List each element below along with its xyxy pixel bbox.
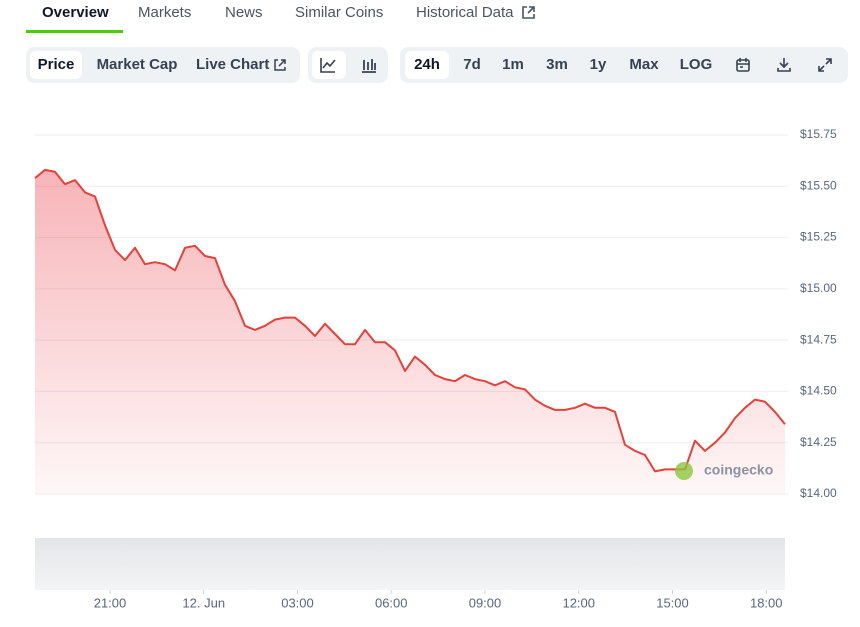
tab[interactable]: News xyxy=(225,4,263,21)
tab[interactable]: Markets xyxy=(138,4,192,21)
range-button[interactable]: Max xyxy=(629,56,659,73)
range-button[interactable]: 3m xyxy=(546,56,568,73)
x-tick-label: 12:00 xyxy=(562,595,595,610)
candle-icon[interactable] xyxy=(361,57,377,73)
area-fill xyxy=(35,169,785,494)
tab[interactable]: Similar Coins xyxy=(295,4,384,21)
line-icon xyxy=(320,58,336,73)
y-tick-label: $15.25 xyxy=(800,230,837,244)
y-tick-label: $14.00 xyxy=(800,486,837,500)
x-tick-label: 03:00 xyxy=(281,595,314,610)
range-button[interactable]: 24h xyxy=(405,51,449,79)
watermark: coingecko xyxy=(704,462,773,478)
x-tick-label: 21:00 xyxy=(94,595,127,610)
external-icon xyxy=(274,59,286,71)
range-button[interactable]: 7d xyxy=(463,56,481,73)
download-icon[interactable] xyxy=(776,57,792,73)
volume-band xyxy=(35,538,785,590)
range-button[interactable]: 1m xyxy=(502,56,524,73)
x-tick-label: 06:00 xyxy=(375,595,408,610)
mode-button[interactable]: Market Cap xyxy=(96,56,178,73)
tab[interactable]: Overview xyxy=(42,4,109,21)
tab[interactable]: Historical Data xyxy=(416,4,514,21)
y-tick-label: $15.75 xyxy=(800,127,837,141)
x-tick-label: 09:00 xyxy=(469,595,502,610)
y-tick-label: $15.50 xyxy=(800,178,837,192)
mode-button[interactable]: Price xyxy=(30,51,82,79)
logo-icon xyxy=(675,462,693,480)
range-button[interactable]: 1y xyxy=(589,56,607,73)
price-line xyxy=(34,168,786,473)
y-tick-label: $14.50 xyxy=(800,384,837,398)
mode-button[interactable]: Live Chart xyxy=(196,56,270,73)
tab-underline xyxy=(26,30,123,33)
calendar-icon[interactable] xyxy=(735,57,751,73)
x-tick-label: 12. Jun xyxy=(182,595,225,610)
x-tick-label: 18:00 xyxy=(750,595,783,610)
log-button[interactable]: LOG xyxy=(679,56,713,73)
fullscreen-icon[interactable] xyxy=(817,57,833,73)
y-tick-label: $14.25 xyxy=(800,435,837,449)
y-tick-label: $15.00 xyxy=(800,281,837,295)
y-tick-label: $14.75 xyxy=(800,332,837,346)
x-tick-label: 15:00 xyxy=(656,595,689,610)
external-icon xyxy=(522,6,535,19)
button-group xyxy=(400,47,848,83)
